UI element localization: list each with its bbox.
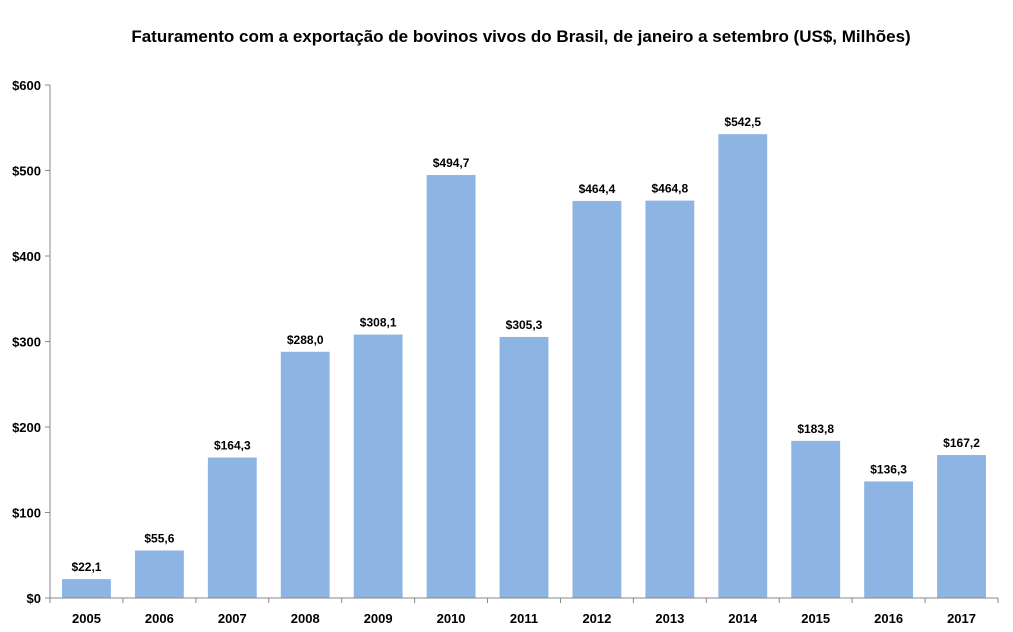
y-tick-label: $500 [12,164,41,179]
x-tick-label: 2013 [655,611,684,626]
y-tick-label: $100 [12,506,41,521]
bar-value-label: $305,3 [506,318,543,332]
y-tick-label: $400 [12,249,41,264]
x-tick-label: 2005 [72,611,101,626]
bar-value-label: $464,8 [651,182,688,196]
chart-title: Faturamento com a exportação de bovinos … [131,27,910,46]
x-tick-label: 2006 [145,611,174,626]
x-tick-label: 2008 [291,611,320,626]
bar-2005 [62,579,111,598]
x-ticks-group: 2005 2006 2007 2008 2009 2010 2011 2012 2013 2014… [49,598,999,626]
y-tick-label: $300 [12,335,41,350]
bar-value-label: $542,5 [724,115,761,129]
y-tick-label: $0 [27,591,41,606]
value-labels-group: $22,1 $55,6 $164,3 $288,0 $308,1 $494,7 $305,3… [71,115,980,574]
bar-2013 [645,200,695,598]
y-tick-label: $600 [12,78,41,93]
x-tick-label: 2009 [364,611,393,626]
bar-value-label: $55,6 [144,531,174,545]
bar-value-label: $164,3 [214,439,251,453]
x-tick-label: 2015 [801,611,830,626]
x-tick-label: 2016 [874,611,903,626]
bar-value-label: $464,4 [579,182,616,196]
x-tick-label: 2017 [947,611,976,626]
x-tick-label: 2007 [218,611,247,626]
bar-2012 [572,200,622,599]
bar-2011 [499,336,549,598]
bars-group [62,134,986,599]
y-ticks-group: $0 $100 $200 $300 $400 $500 $600 [12,78,50,606]
bar-2016 [864,481,914,598]
bar-2008 [280,351,330,598]
bar-2006 [134,550,184,598]
x-tick-label: 2014 [728,611,758,626]
x-tick-label: 2012 [582,611,611,626]
bar-value-label: $167,2 [943,436,980,450]
bar-2015 [791,440,841,598]
bar-value-label: $183,8 [797,422,834,436]
bar-value-label: $22,1 [71,560,101,574]
x-tick-label: 2011 [510,611,538,626]
bar-2014 [718,134,768,598]
bar-value-label: $308,1 [360,316,397,330]
bar-value-label: $494,7 [433,156,470,170]
bar-2010 [426,175,476,598]
y-tick-label: $200 [12,420,41,435]
bar-value-label: $136,3 [870,462,907,476]
x-tick-label: 2010 [437,611,466,626]
bar-2007 [207,457,257,598]
bar-2017 [937,455,986,598]
bar-value-label: $288,0 [287,333,324,347]
bar-2009 [353,334,403,598]
